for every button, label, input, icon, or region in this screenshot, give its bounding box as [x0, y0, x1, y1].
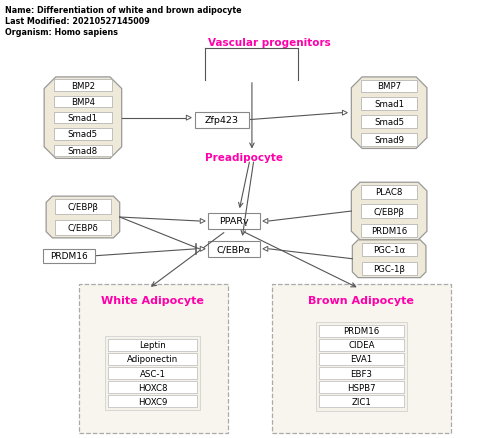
FancyBboxPatch shape: [361, 81, 418, 93]
Text: C/EBPβ: C/EBPβ: [374, 207, 405, 216]
Text: PLAC8: PLAC8: [375, 188, 403, 197]
Polygon shape: [342, 111, 348, 116]
Text: PRDM16: PRDM16: [343, 326, 379, 336]
FancyBboxPatch shape: [54, 129, 112, 140]
Text: HOXC8: HOXC8: [138, 383, 167, 392]
Text: Vascular progenitors: Vascular progenitors: [208, 38, 331, 48]
FancyBboxPatch shape: [54, 80, 112, 92]
Text: Leptin: Leptin: [139, 340, 166, 350]
Polygon shape: [352, 240, 426, 278]
Text: C/EBPβ: C/EBPβ: [68, 203, 98, 212]
Text: HSPB7: HSPB7: [347, 383, 376, 392]
Text: PRDM16: PRDM16: [50, 252, 88, 261]
FancyBboxPatch shape: [319, 339, 404, 351]
Text: Name: Differentiation of white and brown adipocyte: Name: Differentiation of white and brown…: [5, 6, 242, 15]
Text: Smad1: Smad1: [374, 100, 404, 109]
Text: EVA1: EVA1: [350, 355, 372, 364]
Text: PPARγ: PPARγ: [219, 217, 249, 226]
Text: Smad1: Smad1: [68, 114, 98, 123]
FancyBboxPatch shape: [55, 221, 110, 235]
FancyBboxPatch shape: [361, 186, 418, 199]
FancyBboxPatch shape: [108, 367, 197, 379]
Text: Smad8: Smad8: [68, 146, 98, 155]
Text: BMP7: BMP7: [377, 82, 401, 91]
FancyBboxPatch shape: [54, 145, 112, 156]
FancyBboxPatch shape: [361, 262, 417, 275]
FancyBboxPatch shape: [319, 381, 404, 393]
Text: ASC-1: ASC-1: [140, 369, 166, 378]
Text: BMP2: BMP2: [71, 81, 95, 90]
Polygon shape: [263, 219, 268, 224]
FancyBboxPatch shape: [361, 224, 418, 237]
FancyBboxPatch shape: [55, 200, 110, 214]
Text: Zfp423: Zfp423: [205, 116, 239, 125]
Polygon shape: [44, 78, 122, 159]
Polygon shape: [351, 183, 427, 240]
FancyBboxPatch shape: [361, 243, 417, 256]
Text: EBF3: EBF3: [350, 369, 372, 378]
FancyBboxPatch shape: [54, 96, 112, 108]
FancyBboxPatch shape: [43, 249, 95, 263]
Text: White Adipocyte: White Adipocyte: [101, 296, 204, 306]
Polygon shape: [200, 247, 205, 252]
Polygon shape: [46, 197, 120, 238]
Polygon shape: [263, 247, 268, 252]
Text: Smad5: Smad5: [374, 118, 404, 127]
FancyBboxPatch shape: [208, 214, 260, 230]
FancyBboxPatch shape: [319, 353, 404, 365]
Bar: [79, 284, 228, 433]
Text: Preadipocyte: Preadipocyte: [205, 153, 283, 163]
FancyBboxPatch shape: [108, 381, 197, 393]
Polygon shape: [186, 116, 192, 121]
Text: ZIC1: ZIC1: [351, 397, 371, 406]
Polygon shape: [200, 219, 205, 224]
Text: BMP4: BMP4: [71, 98, 95, 106]
Text: Organism: Homo sapiens: Organism: Homo sapiens: [5, 28, 119, 37]
FancyBboxPatch shape: [54, 113, 112, 124]
FancyBboxPatch shape: [108, 353, 197, 365]
FancyBboxPatch shape: [361, 134, 418, 146]
FancyBboxPatch shape: [108, 396, 197, 407]
FancyBboxPatch shape: [319, 396, 404, 407]
Text: HOXC9: HOXC9: [138, 397, 167, 406]
FancyBboxPatch shape: [108, 339, 197, 351]
FancyBboxPatch shape: [208, 241, 260, 257]
Text: PGC-1α: PGC-1α: [373, 245, 405, 254]
Text: Brown Adipocyte: Brown Adipocyte: [308, 296, 414, 306]
FancyBboxPatch shape: [361, 98, 418, 111]
FancyBboxPatch shape: [195, 113, 249, 128]
Bar: [272, 284, 451, 433]
FancyBboxPatch shape: [361, 116, 418, 129]
Text: C/EBPα: C/EBPα: [217, 245, 251, 254]
FancyBboxPatch shape: [315, 322, 407, 410]
Text: Last Modified: 20210527145009: Last Modified: 20210527145009: [5, 17, 150, 26]
FancyBboxPatch shape: [105, 336, 200, 410]
FancyBboxPatch shape: [319, 325, 404, 337]
Text: PGC-1β: PGC-1β: [373, 264, 405, 273]
Text: PRDM16: PRDM16: [371, 226, 407, 235]
Text: Smad9: Smad9: [374, 136, 404, 145]
FancyBboxPatch shape: [319, 367, 404, 379]
FancyBboxPatch shape: [361, 205, 418, 218]
Text: C/EBPδ: C/EBPδ: [68, 223, 98, 233]
Polygon shape: [351, 78, 427, 149]
Text: Smad5: Smad5: [68, 130, 98, 139]
Text: Adiponectin: Adiponectin: [127, 355, 178, 364]
Text: CIDEA: CIDEA: [348, 340, 374, 350]
